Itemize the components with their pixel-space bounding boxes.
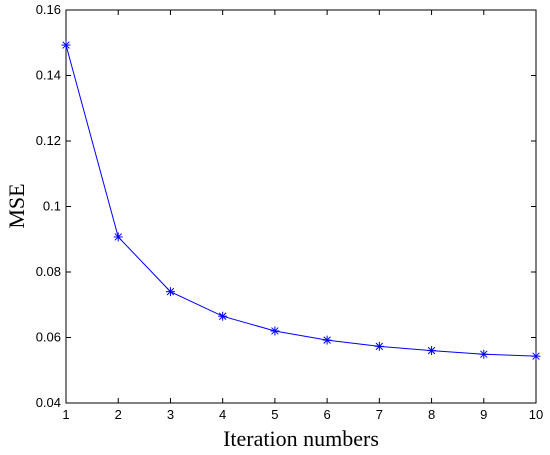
data-point-marker [427,346,437,356]
axis-ticks [65,9,537,404]
y-tick-label: 0.12 [36,133,61,148]
y-tick-label: 0.04 [36,395,61,410]
x-tick-label: 9 [480,407,487,422]
series-line [65,44,537,357]
x-tick-label: 8 [428,407,435,422]
data-point-marker [165,287,175,297]
x-tick-label: 1 [62,407,69,422]
x-axis-label: Iteration numbers [223,426,379,451]
y-tick-label: 0.16 [36,2,61,17]
data-point-marker [322,335,332,345]
y-tick-label: 0.06 [36,330,61,345]
x-tick-label: 5 [271,407,278,422]
x-tick-label: 6 [323,407,330,422]
x-tick-label: 2 [115,407,122,422]
data-point-marker [374,341,384,351]
y-axis-label: MSE [4,183,29,228]
plot-area [65,9,537,404]
y-tick-label: 0.14 [36,68,61,83]
x-tick-label: 10 [529,407,543,422]
data-point-marker [61,40,71,50]
data-point-marker [113,232,123,242]
axis-tick-labels: 1 2 3 4 5 6 7 8 9 10 0.04 0.06 0.08 0.1 0.12 0.14 0.16 [36,2,544,422]
y-tick-label: 0.08 [36,264,61,279]
x-tick-label: 3 [167,407,174,422]
data-point-marker [479,349,489,359]
y-tick-label: 0.1 [43,199,61,214]
data-point-marker [531,351,541,361]
x-tick-label: 7 [376,407,383,422]
data-point-marker [218,311,228,321]
data-point-marker [270,326,280,336]
x-tick-label: 4 [219,407,226,422]
data-series [61,40,541,361]
